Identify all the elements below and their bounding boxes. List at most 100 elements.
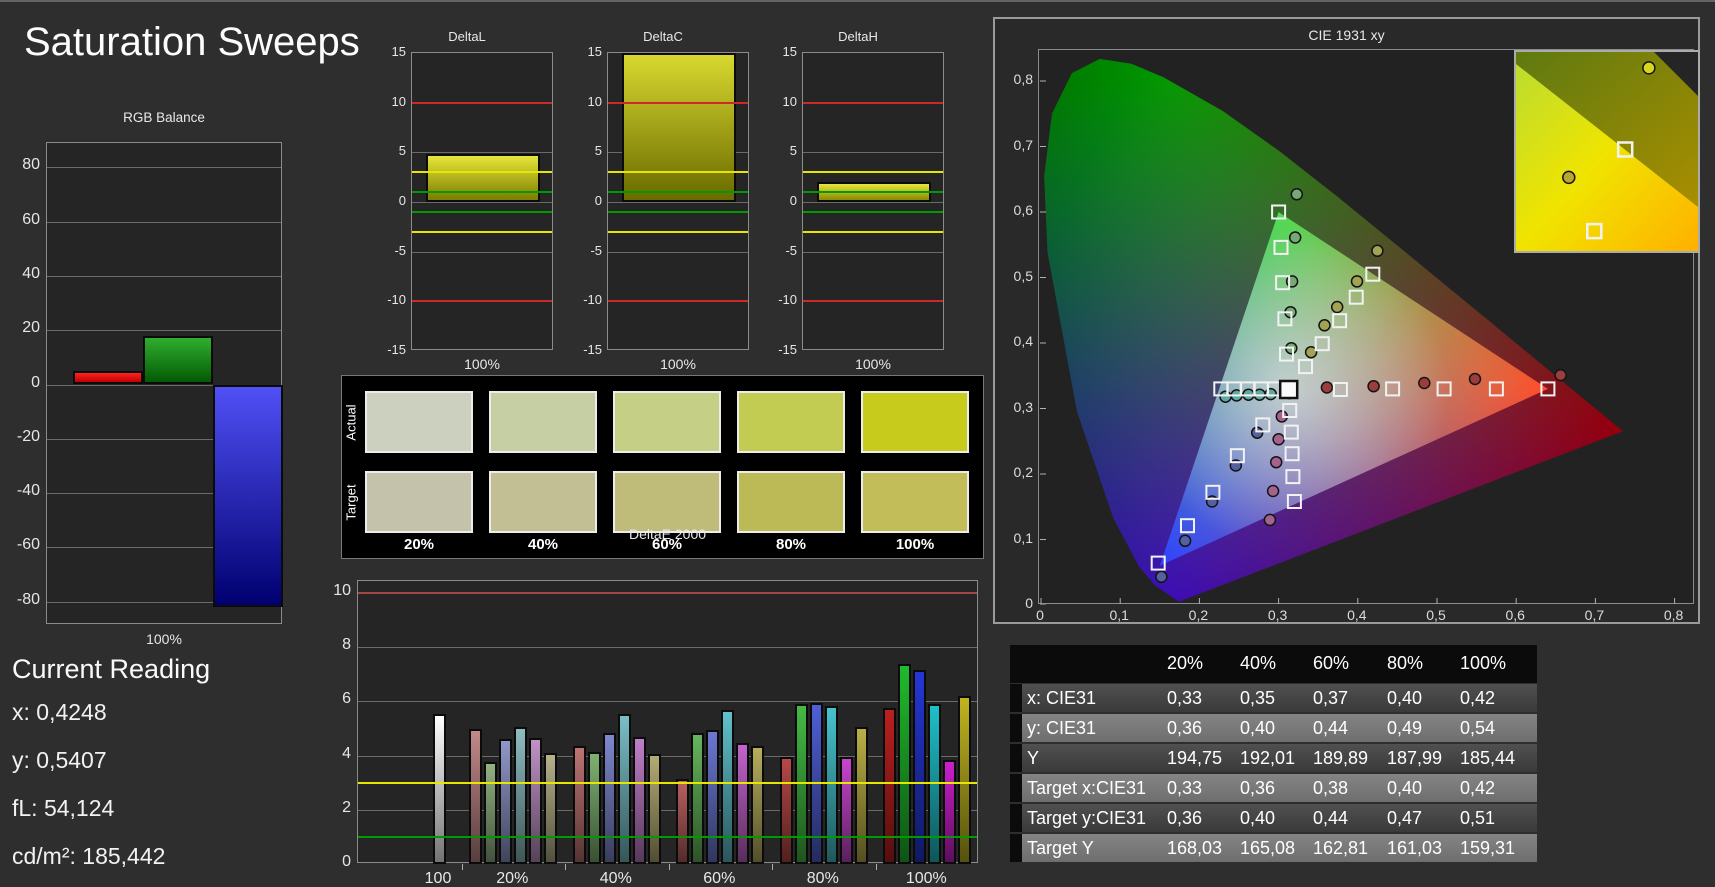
table-header-cell: 80% [1387, 653, 1424, 673]
blue-target-marker [1255, 417, 1271, 433]
table-cell: 159,31 [1460, 838, 1516, 858]
cie-x-tick-label: 0 [1036, 607, 1044, 623]
reference-line [608, 191, 748, 194]
cie-y-tick-label: 0,3 [1013, 398, 1033, 415]
y-tick-label: -15 [387, 342, 406, 357]
yellow-measured-dot [1330, 300, 1344, 314]
green-target-marker [1277, 311, 1293, 327]
delta-e-bar [751, 746, 765, 864]
delta-l-x-label: 100% [464, 356, 500, 372]
delta-e-title: DeltaE 2000 [628, 526, 707, 542]
green-target-marker [1271, 204, 1287, 220]
cie-x-tick-label: 0,3 [1267, 607, 1288, 623]
table-cell: 0,38 [1313, 778, 1349, 798]
yellow-target-marker [1348, 289, 1364, 305]
swatch-percent-label: 100% [895, 536, 935, 553]
actual-swatch [861, 391, 969, 453]
delta-e-bar [572, 746, 586, 864]
blue-measured-dot [1155, 570, 1168, 584]
delta-l-title: DeltaL [448, 29, 486, 44]
group-label: 20% [496, 870, 529, 887]
blue-measured-dot [1205, 495, 1219, 508]
table-cell: 0,42 [1460, 688, 1496, 708]
reference-line [412, 191, 552, 194]
delta-l-chart: DeltaL 100% 15 10 5 0 -5 -10 -15 [381, 29, 553, 379]
delta-e-plot [357, 580, 978, 870]
actual-swatch [489, 391, 597, 453]
delta-c-x-label: 100% [660, 356, 696, 372]
gridline [47, 221, 281, 223]
gridline [608, 251, 748, 253]
y-tick-label: 10 [782, 93, 797, 109]
table-cell: 161,03 [1387, 838, 1443, 858]
cie-x-tick-label: 0,6 [1505, 607, 1525, 623]
gridline [803, 202, 943, 203]
delta-e-bar [824, 705, 838, 864]
group-label: 80% [806, 870, 839, 887]
delta-e-bar [432, 713, 446, 864]
reference-line [412, 230, 552, 233]
target-swatch [613, 471, 721, 533]
actual-swatch [365, 391, 473, 453]
y-tick-label: -15 [583, 342, 602, 357]
delta-e-bar [632, 736, 646, 864]
red-measured-dot [1418, 376, 1431, 390]
y-tick-label: 60 [22, 210, 40, 228]
table-cell: 187,99 [1387, 748, 1443, 768]
reference-line [412, 101, 552, 104]
rgb-balance-chart: RGB Balance 100% 80 60 40 20 0 -20 -40 -60 -80 [0, 107, 283, 652]
gridline [47, 167, 281, 169]
table-cell: 0,44 [1313, 808, 1349, 828]
reference-line [803, 171, 943, 174]
cie-1931-panel: CIE 1931 xy [993, 17, 1700, 624]
red-target-marker [1385, 381, 1401, 397]
gridline [358, 701, 977, 703]
axis-tick [565, 864, 566, 870]
cie-y-tick-label: 0,2 [1013, 464, 1033, 480]
blue-target-marker [1229, 448, 1245, 464]
delta-e-bar [839, 757, 853, 864]
axis-tick [772, 864, 773, 870]
magenta-target-marker [1283, 424, 1299, 440]
yellow-target-marker [1314, 336, 1330, 352]
table-header-cell: 40% [1240, 653, 1277, 673]
delta-e-2000-chart: DeltaE 2000 10 8 6 4 2 0 100 20% 40% 60% 80% 100% [315, 526, 981, 887]
reference-line [803, 300, 943, 303]
reference-line [608, 171, 748, 174]
y-tick-label: 0 [31, 373, 40, 391]
table-header-cell: 100% [1460, 653, 1507, 673]
cie-y-tick-label: 0,1 [1013, 529, 1033, 546]
reference-line [803, 230, 943, 233]
current-reading-fl: fL: 54,124 [12, 795, 115, 821]
magenta-measured-dot [1266, 484, 1280, 498]
delta-c-chart: DeltaC 100% 15 10 5 0 -5 -10 -15 [577, 29, 749, 379]
red-measured-dot [1367, 379, 1380, 393]
delta-e-bar [529, 738, 543, 864]
cie-inset-diagram [1516, 52, 1698, 251]
table-cell: 0,40 [1240, 718, 1276, 738]
gridline [358, 647, 977, 649]
saturation-readings-table: 20% 40% 60% 80% 100% x: CIE31 0,33 0,35 0,37 0,40… [1010, 645, 1537, 865]
reference-line [803, 101, 943, 104]
table-cell: 0,49 [1387, 718, 1423, 738]
magenta-target-marker [1285, 469, 1301, 485]
table-cell: 0,47 [1387, 808, 1423, 828]
swatch-percent-label: 40% [527, 536, 559, 553]
reference-line [803, 210, 943, 213]
table-cell: 0,36 [1167, 718, 1203, 738]
y-tick-label: 0 [398, 193, 406, 208]
reference-line [412, 210, 552, 213]
swatch-row-label-actual: Actual [344, 403, 360, 441]
target-swatch [489, 471, 597, 533]
y-tick-label: -10 [387, 292, 406, 308]
yellow-measured-dot [1318, 319, 1331, 332]
group-label: 40% [599, 870, 632, 887]
y-tick-label: -10 [583, 292, 602, 308]
gridline [803, 251, 943, 253]
delta-h-chart: DeltaH 100% 15 10 5 0 -5 -10 -15 [772, 29, 944, 379]
target-swatch [861, 471, 969, 533]
gridline [608, 202, 748, 203]
delta-e-bar [484, 762, 498, 864]
y-tick-label: 6 [342, 690, 351, 708]
